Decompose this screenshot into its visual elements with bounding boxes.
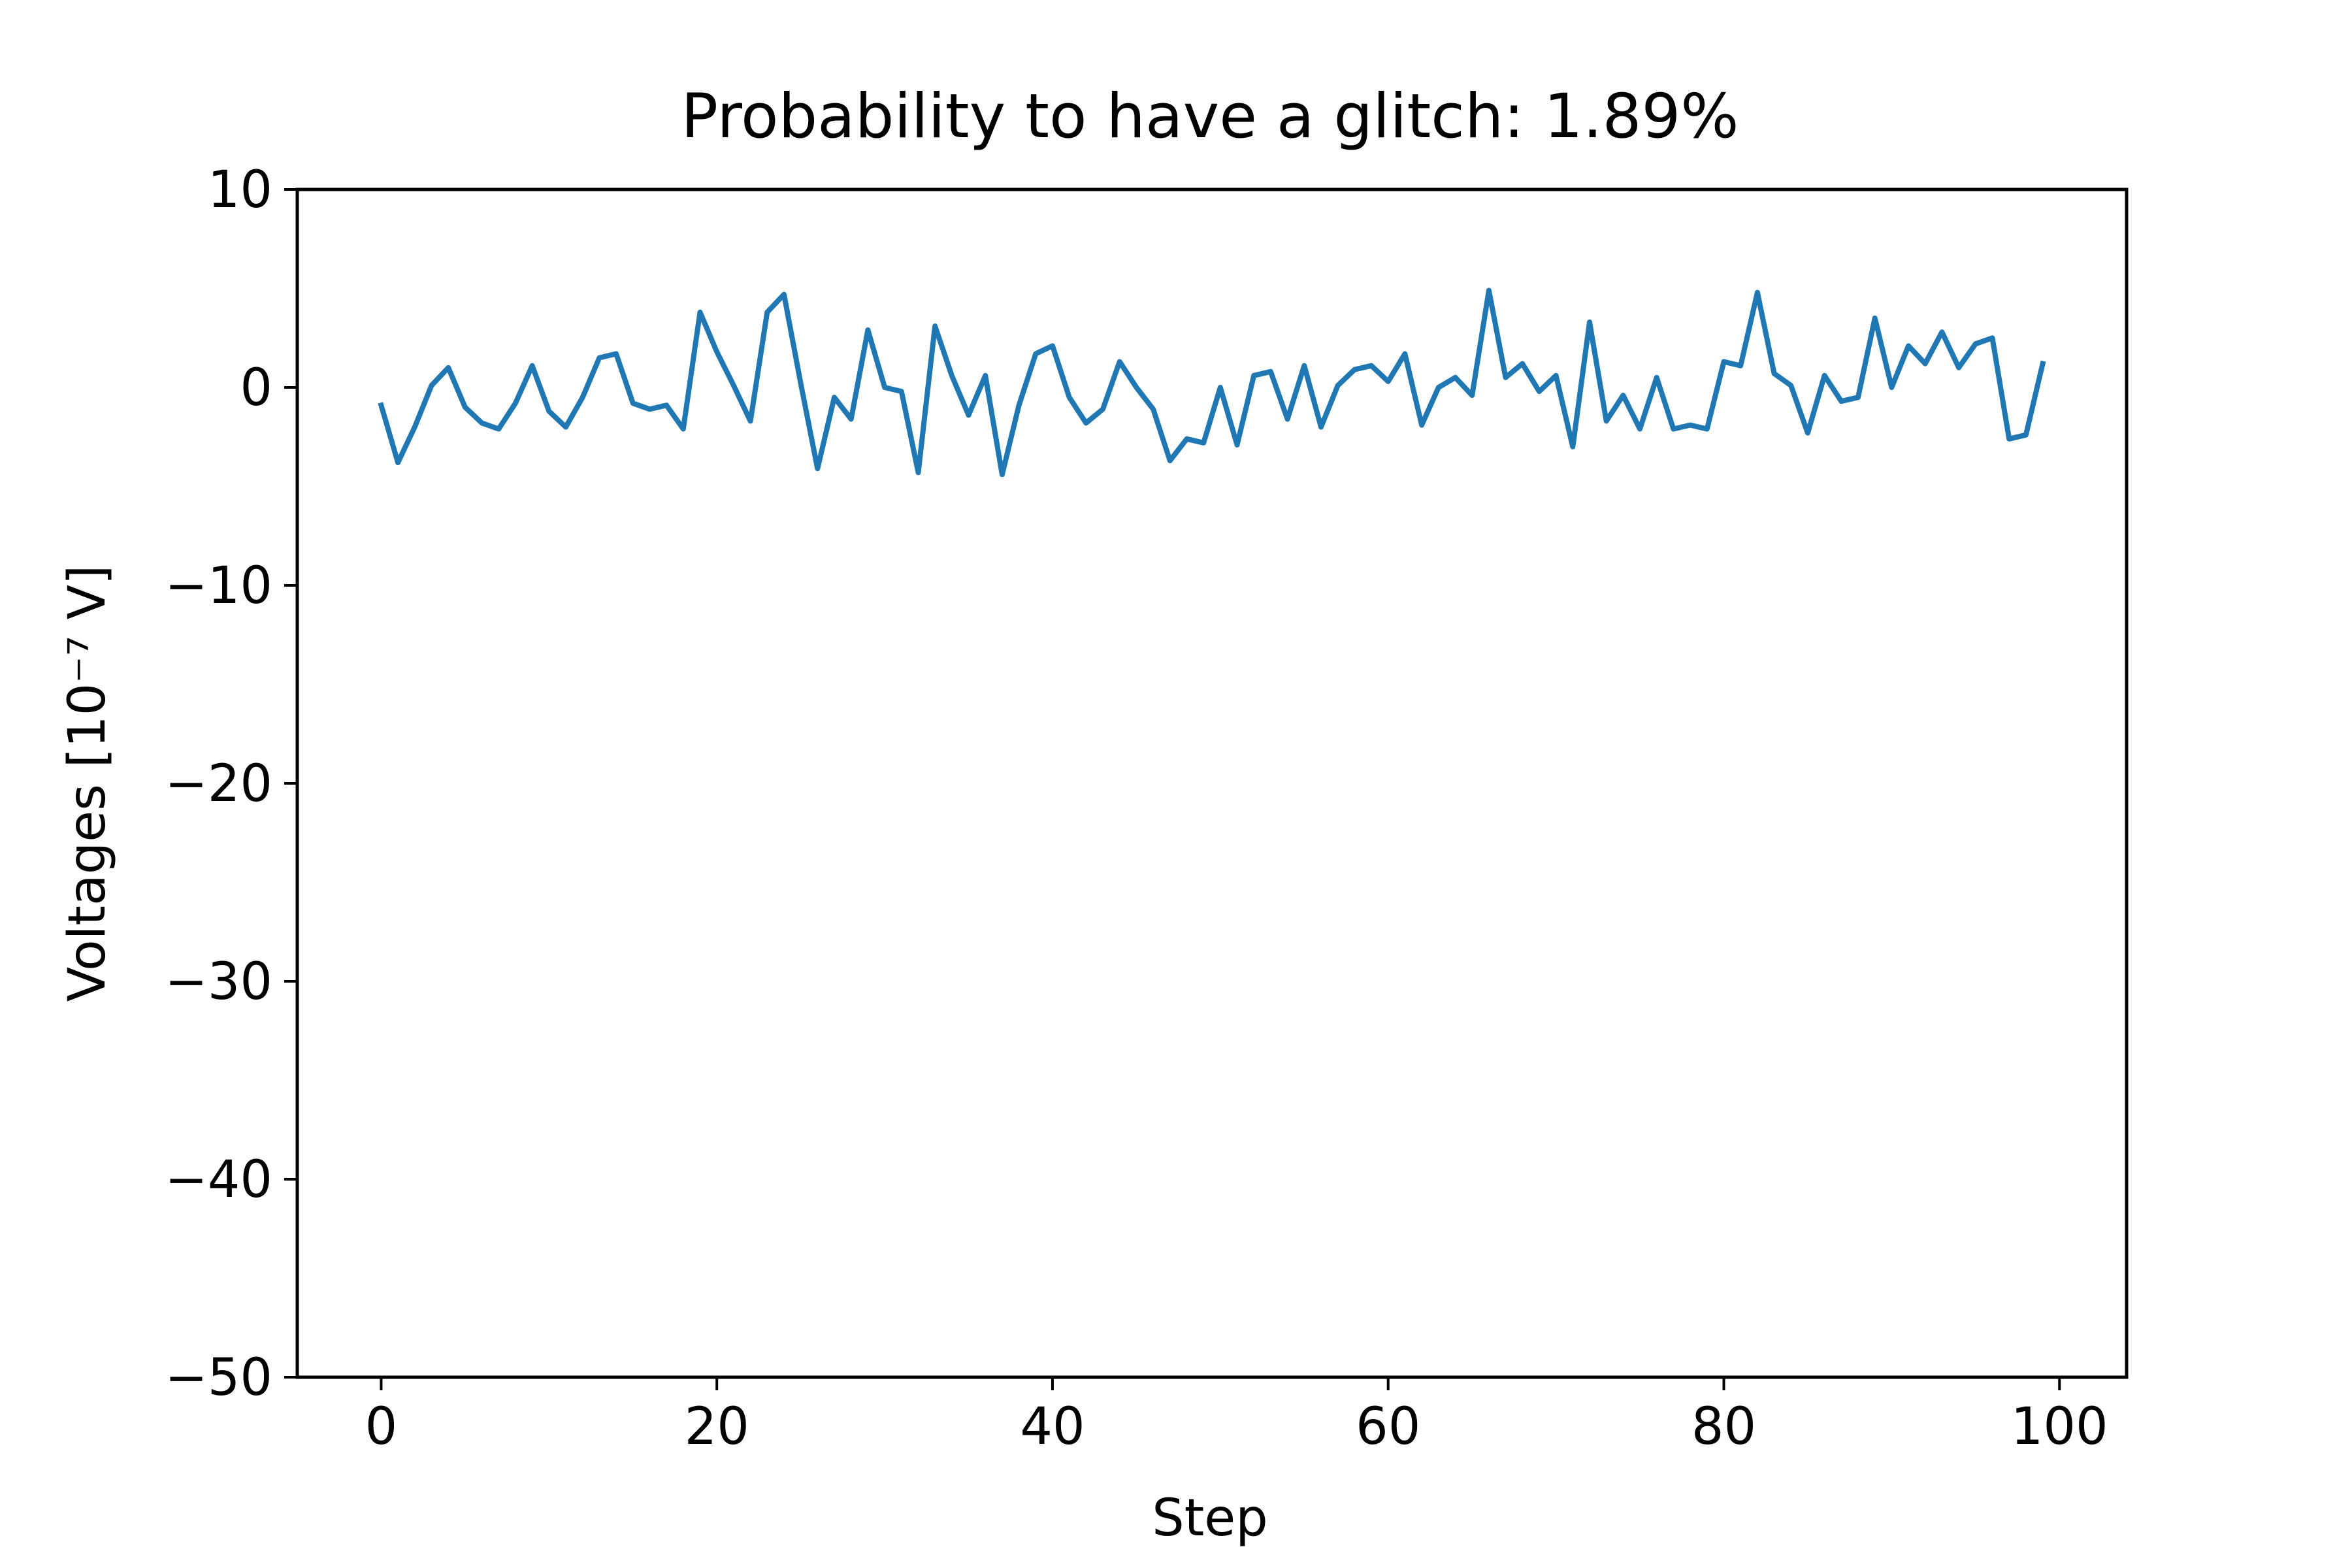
y-axis-label: Voltages [10⁻⁷ V] <box>58 565 117 1002</box>
x-tick-label: 60 <box>1356 1397 1420 1456</box>
x-tick-label: 100 <box>2011 1397 2108 1456</box>
x-axis-label: Step <box>1152 1489 1268 1548</box>
y-tick-label: −20 <box>165 755 272 813</box>
y-tick-label: 10 <box>208 161 272 220</box>
y-tick-label: −10 <box>165 557 272 615</box>
y-tick-label: 0 <box>240 359 272 417</box>
series-layer <box>378 287 2046 478</box>
x-tick-label: 20 <box>685 1397 749 1456</box>
x-tick-label: 0 <box>365 1397 398 1456</box>
y-tick-label: −30 <box>165 953 272 1011</box>
y-tick-label: −50 <box>165 1348 272 1407</box>
x-tick-label: 80 <box>1691 1397 1756 1456</box>
y-tick-label: −40 <box>165 1151 272 1209</box>
plot-area-frame <box>295 188 2129 1379</box>
series-line <box>378 287 2046 478</box>
chart-title: Probability to have a glitch: 1.89% <box>681 81 1739 152</box>
x-tick-label: 40 <box>1020 1397 1085 1456</box>
